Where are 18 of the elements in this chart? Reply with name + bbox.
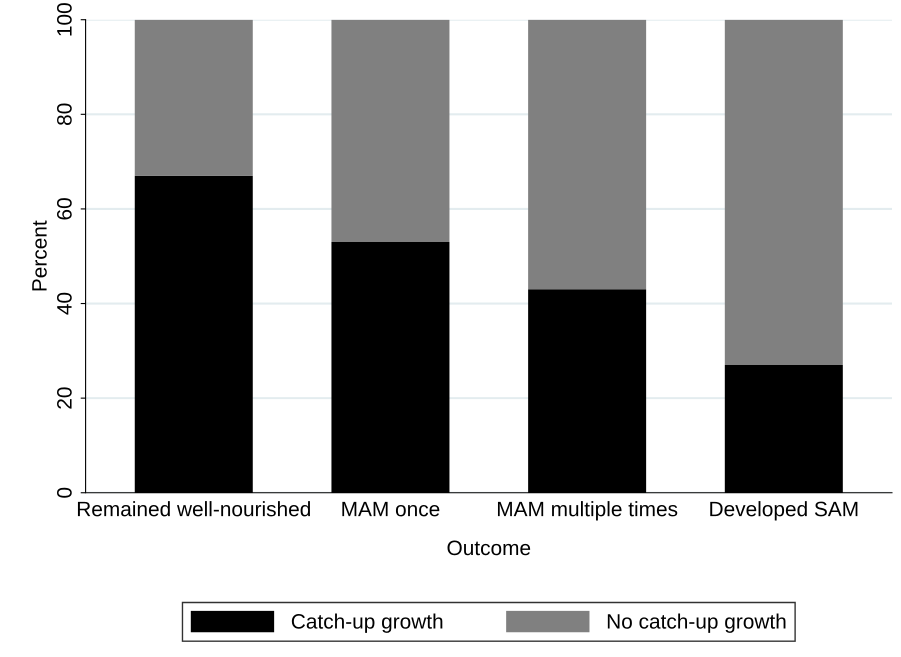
legend-label: Catch-up growth: [292, 613, 442, 633]
y-tick-label: 80: [57, 104, 72, 125]
bar: [331, 20, 450, 242]
y-tick-label: 40: [57, 292, 72, 315]
bar: [134, 20, 253, 176]
x-tick-label: MAM once: [342, 502, 440, 516]
y-tick-label: 20: [57, 387, 72, 409]
y-tick-label: 100: [57, 3, 72, 36]
x-tick-label: MAM multiple times: [498, 501, 678, 521]
y-tick-label: 0: [57, 488, 72, 498]
x-axis-title: Outcome: [448, 540, 530, 556]
bar: [724, 20, 843, 366]
x-tick-label: Developed SAM: [710, 501, 858, 521]
x-tick-label: Remained well-nourished: [78, 501, 310, 516]
y-axis-title: Percent: [32, 220, 47, 290]
bar: [528, 20, 646, 290]
legend-label: No catch-up growth: [608, 613, 786, 633]
y-tick-label: 60: [57, 198, 72, 220]
